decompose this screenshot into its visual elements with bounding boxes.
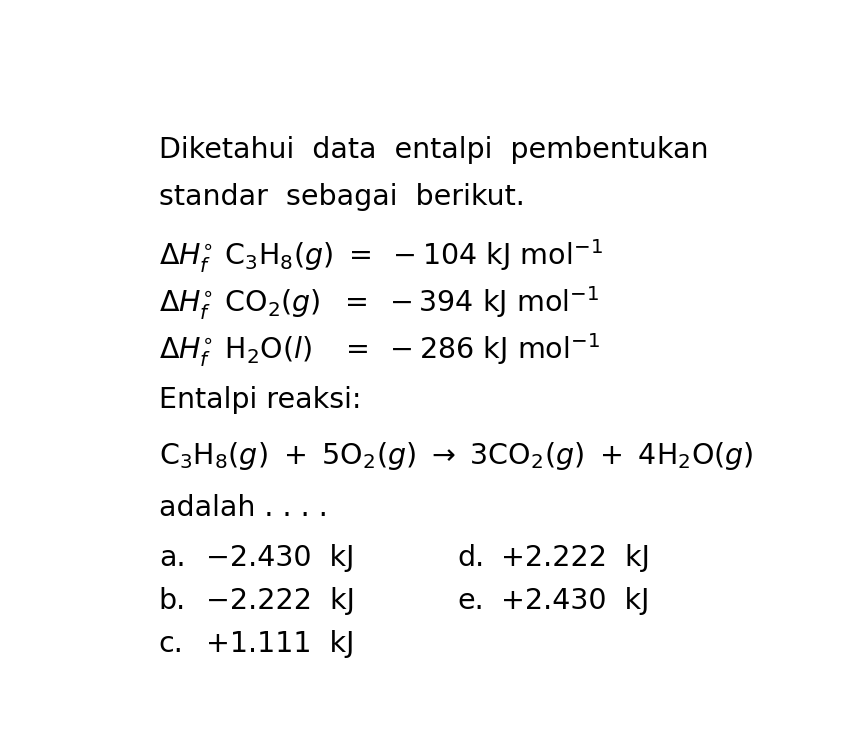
- Text: adalah . . . .: adalah . . . .: [159, 494, 328, 522]
- Text: $\Delta H_{\mathit{f}}^{\circ}\ \mathrm{CO_2}(\mathit{g})\ \ =\ -394\ \mathrm{kJ: $\Delta H_{\mathit{f}}^{\circ}\ \mathrm{…: [159, 284, 599, 322]
- Text: $\Delta H_{\mathit{f}}^{\circ}\ \mathrm{H_2O}(\mathit{l})\ \ \ =\ -286\ \mathrm{: $\Delta H_{\mathit{f}}^{\circ}\ \mathrm{…: [159, 332, 600, 369]
- Text: Diketahui  data  entalpi  pembentukan: Diketahui data entalpi pembentukan: [159, 136, 708, 164]
- Text: c.: c.: [159, 630, 184, 658]
- Text: b.: b.: [159, 587, 186, 615]
- Text: +1.111  kJ: +1.111 kJ: [205, 630, 355, 658]
- Text: d.: d.: [458, 544, 485, 571]
- Text: Entalpi reaksi:: Entalpi reaksi:: [159, 385, 362, 414]
- Text: −2.222  kJ: −2.222 kJ: [205, 587, 355, 615]
- Text: +2.430  kJ: +2.430 kJ: [501, 587, 650, 615]
- Text: −2.430  kJ: −2.430 kJ: [205, 544, 355, 571]
- Text: a.: a.: [159, 544, 186, 571]
- Text: standar  sebagai  berikut.: standar sebagai berikut.: [159, 183, 525, 211]
- Text: +2.222  kJ: +2.222 kJ: [501, 544, 650, 571]
- Text: $\mathrm{C_3H_8}(\mathit{g})\ +\ \mathrm{5O_2}(\mathit{g})\ \rightarrow\ \mathrm: $\mathrm{C_3H_8}(\mathit{g})\ +\ \mathrm…: [159, 440, 753, 472]
- Text: $\Delta H_{\mathit{f}}^{\circ}\ \mathrm{C_3H_8}(\mathit{g})\ =\ -104\ \mathrm{kJ: $\Delta H_{\mathit{f}}^{\circ}\ \mathrm{…: [159, 237, 603, 275]
- Text: e.: e.: [458, 587, 485, 615]
